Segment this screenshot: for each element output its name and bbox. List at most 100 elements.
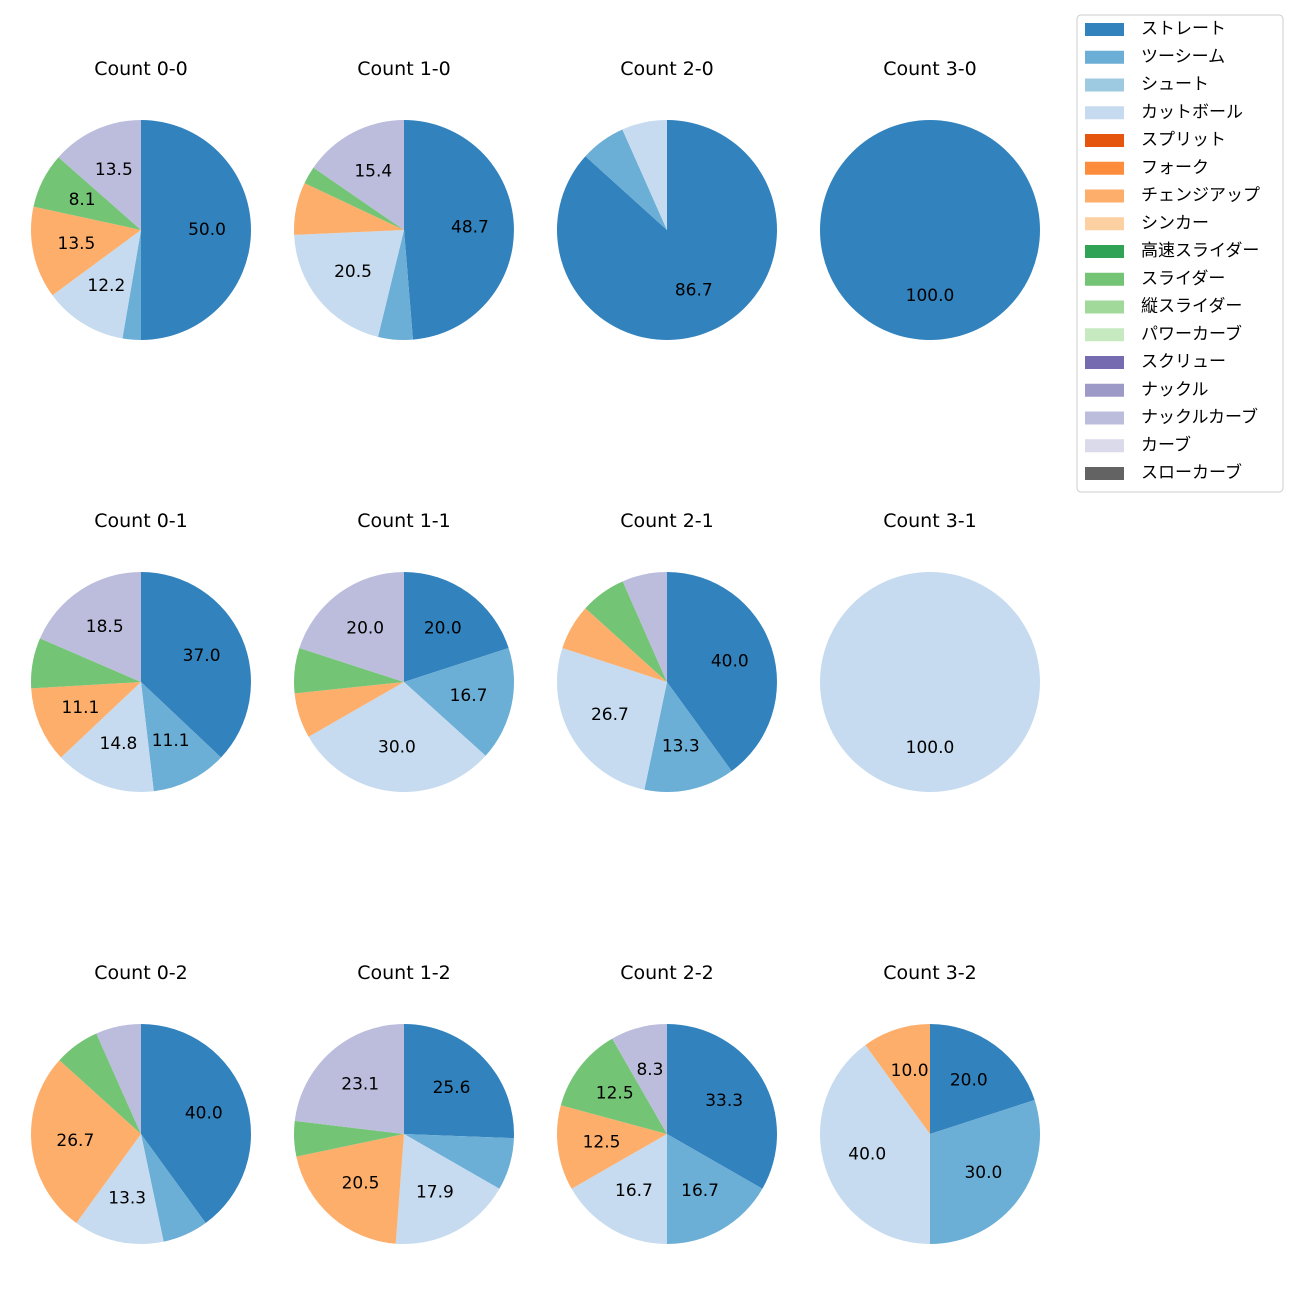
legend-swatch	[1085, 356, 1124, 369]
pie-panel: Count 1-0 48.7 20.5 15.4	[294, 58, 514, 340]
panel-title: Count 1-2	[357, 962, 451, 984]
slice-label: 20.0	[424, 619, 462, 639]
pie-slice	[293, 648, 404, 694]
slice-label: 20.0	[950, 1071, 988, 1091]
panel-title: Count 2-1	[620, 510, 714, 532]
panel-title: Count 0-1	[94, 510, 188, 532]
legend-label: スプリット	[1141, 130, 1226, 150]
slice-label: 86.7	[675, 280, 713, 300]
pie-panel: Count 0-0 50.0 12.2 13.5 8.1 13.5	[31, 58, 251, 340]
panel-title: Count 0-0	[94, 58, 188, 80]
legend-item: パワーカーブ	[1085, 323, 1242, 344]
pie-slice	[644, 682, 732, 792]
slice-label: 40.0	[185, 1104, 223, 1124]
pie-slice	[556, 120, 777, 340]
panel-title: Count 1-0	[357, 58, 451, 80]
legend-swatch	[1085, 50, 1124, 64]
slice-label: 8.3	[636, 1060, 663, 1080]
panel-title: Count 3-0	[883, 58, 977, 80]
slice-label: 16.7	[681, 1181, 719, 1201]
legend-swatch	[1085, 217, 1124, 231]
pie-slice	[141, 120, 251, 340]
legend-label: ナックル	[1141, 380, 1209, 400]
legend-label: スローカーブ	[1141, 462, 1242, 483]
slice-label: 16.7	[615, 1181, 653, 1201]
pie-slice	[304, 167, 404, 230]
legend-swatch	[1085, 106, 1124, 120]
legend-item: カットボール	[1085, 102, 1243, 122]
slice-label: 12.5	[583, 1132, 621, 1152]
legend-item: ツーシーム	[1085, 47, 1225, 67]
pie-panel: Count 1-2 25.6 17.9 20.5 23.1	[294, 962, 514, 1245]
slice-label: 16.7	[450, 686, 488, 706]
pie-slice	[299, 572, 404, 682]
pie-slice	[667, 1024, 778, 1189]
pie-slice	[58, 120, 141, 230]
pie-slice	[612, 1024, 667, 1134]
panel-title: Count 3-1	[883, 510, 977, 532]
legend-item: シンカー	[1085, 213, 1209, 233]
pie-panel: Count 0-137.011.114.811.118.5	[31, 510, 252, 793]
pie-slice	[404, 1024, 514, 1139]
panel-title: Count 0-2	[94, 962, 188, 984]
legend-item: 縦スライダー	[1085, 297, 1242, 317]
slice-label: 13.5	[95, 160, 133, 180]
pie-slice	[585, 581, 667, 682]
legend-swatch	[1085, 383, 1124, 397]
slice-label: 10.0	[891, 1061, 929, 1081]
legend-items: ストレートツーシームシュートカットボールスプリットフォークチェンジアップシンカー…	[1085, 19, 1260, 483]
pie-slice	[31, 206, 141, 296]
legend-swatch	[1085, 328, 1124, 342]
slice-label: 15.4	[354, 162, 392, 182]
legend-label: シンカー	[1141, 213, 1209, 233]
pie-slice	[308, 682, 486, 793]
pie-slice	[395, 1134, 500, 1245]
pie-slice	[571, 1134, 667, 1244]
slice-label: 37.0	[183, 646, 221, 666]
slice-label: 13.5	[58, 234, 96, 254]
legend-label: シュート	[1141, 75, 1209, 95]
legend-item: スクリュー	[1085, 352, 1226, 372]
pie-slice	[313, 120, 404, 230]
slice-label: 25.6	[433, 1078, 471, 1098]
legend-label: スライダー	[1141, 269, 1225, 289]
pie-slice	[667, 1134, 763, 1244]
pie-slice	[930, 1024, 1035, 1134]
pie-slice	[820, 572, 1040, 792]
legend-item: ナックル	[1085, 380, 1209, 400]
pie-slice	[819, 1045, 930, 1244]
pie-slice	[141, 1024, 252, 1223]
slice-label: 26.7	[56, 1131, 94, 1151]
pie-slice	[557, 1105, 667, 1189]
pie-slice	[560, 1038, 667, 1134]
pie-slice	[294, 1023, 404, 1134]
pie-slice	[622, 571, 667, 682]
legend-swatch	[1085, 411, 1124, 425]
pie-slice	[76, 1134, 164, 1244]
pie-panel: Count 2-0 86.7	[556, 58, 777, 340]
pie-slice	[404, 1134, 514, 1189]
pie-slice	[294, 682, 404, 737]
legend-label: フォーク	[1141, 158, 1209, 178]
panel-title: Count 2-2	[620, 962, 714, 984]
slice-label: 12.2	[87, 276, 125, 296]
pie-slice	[33, 157, 141, 230]
pie-slice	[865, 1023, 930, 1134]
pie-slice	[404, 648, 515, 756]
legend-swatch	[1085, 272, 1124, 286]
legend-swatch	[1085, 439, 1124, 453]
pie-slice	[40, 572, 141, 682]
legend-item: フォーク	[1085, 158, 1209, 178]
legend-item: ナックルカーブ	[1085, 407, 1258, 428]
panel-title: Count 1-1	[357, 510, 451, 532]
pie-slice	[30, 1060, 141, 1223]
pie-panels: Count 0-0 50.0 12.2 13.5 8.1 13.5 Count 1-0 48.…	[30, 58, 1041, 1245]
slice-label: 20.5	[342, 1174, 380, 1194]
pie-slice	[52, 230, 141, 339]
legend-swatch	[1085, 467, 1124, 480]
pie-slice	[294, 230, 404, 337]
legend-item: スローカーブ	[1085, 462, 1242, 483]
legend-swatch	[1085, 161, 1124, 175]
pie-slice	[404, 572, 509, 682]
